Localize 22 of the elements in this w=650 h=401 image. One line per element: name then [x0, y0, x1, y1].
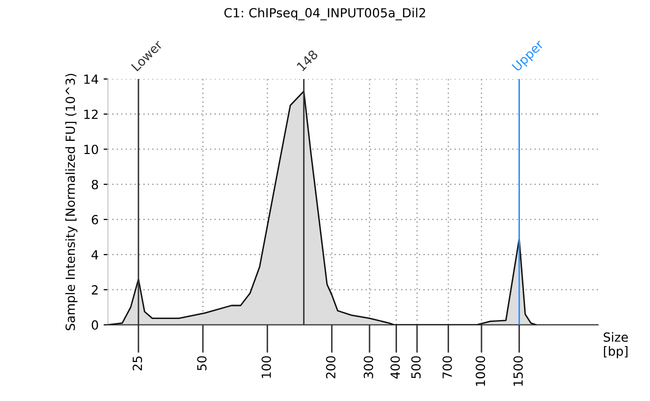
ref-line-label: 148 — [296, 49, 318, 72]
y-tick-label: 0 — [92, 320, 98, 330]
x-tick-label: 200 — [326, 356, 336, 378]
x-tick-label: 300 — [364, 356, 374, 378]
y-axis-title: Sample Intensity [Normalized FU] (10^3) — [65, 74, 78, 330]
y-tick-label: 6 — [92, 214, 98, 224]
x-tick-label: 500 — [411, 356, 421, 378]
x-tick-label: 100 — [262, 356, 271, 378]
x-tick-label: 1000 — [476, 356, 486, 386]
x-axis-title: Size [bp] — [604, 332, 628, 358]
y-tick-label: 10 — [84, 144, 98, 154]
y-tick-label: 4 — [92, 250, 98, 260]
y-tick-label: 8 — [92, 180, 98, 190]
x-tick-label: 400 — [390, 356, 400, 379]
chart-title: C1: ChIPseq_04_INPUT005a_Dil2 — [224, 8, 426, 20]
x-tick-label: 50 — [197, 356, 207, 370]
y-tick-label: 12 — [84, 110, 98, 119]
y-tick-label: 2 — [92, 285, 98, 294]
x-tick-label: 25 — [132, 356, 142, 370]
x-tick-label: 700 — [442, 356, 452, 378]
x-tick-label: 1500 — [513, 356, 523, 386]
y-tick-label: 14 — [84, 74, 98, 84]
